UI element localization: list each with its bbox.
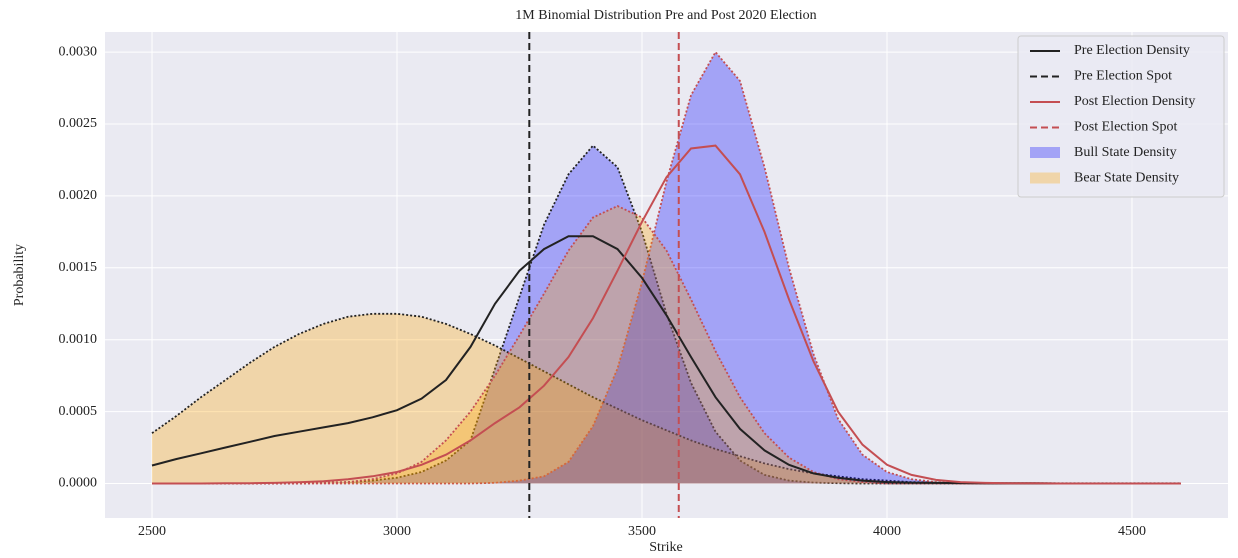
chart-title: 1M Binomial Distribution Pre and Post 20… <box>515 8 816 23</box>
y-tick-label: 0.0005 <box>59 404 98 419</box>
y-tick-label: 0.0025 <box>59 116 98 131</box>
x-tick-label: 4500 <box>1118 524 1146 539</box>
legend-label: Post Election Spot <box>1074 120 1178 135</box>
legend-label: Post Election Density <box>1074 94 1195 109</box>
y-tick-label: 0.0015 <box>59 260 98 275</box>
area-fill <box>152 52 1181 484</box>
y-tick-label: 0.0030 <box>59 44 98 59</box>
legend-swatch <box>1030 172 1060 184</box>
x-axis-label: Strike <box>649 540 682 555</box>
x-tick-label: 4000 <box>873 524 901 539</box>
y-tick-label: 0.0020 <box>59 188 98 203</box>
y-axis-label: Probability <box>12 244 27 306</box>
legend-label: Bear State Density <box>1074 171 1179 186</box>
legend-swatch <box>1030 147 1060 158</box>
density-line <box>152 144 1181 485</box>
legend-label: Bull State Density <box>1074 145 1177 160</box>
x-tick-label: 2500 <box>138 524 166 539</box>
y-tick-label: 0.0010 <box>59 332 98 347</box>
x-tick-label: 3000 <box>383 524 411 539</box>
area-edge <box>151 312 1181 485</box>
legend-label: Pre Election Spot <box>1074 69 1172 84</box>
area-fill <box>152 206 1181 484</box>
legend-label: Pre Election Density <box>1074 43 1190 58</box>
x-tick-label: 3500 <box>628 524 656 539</box>
y-tick-label: 0.0000 <box>59 476 98 491</box>
area-edge <box>152 50 1181 485</box>
area-fill <box>152 313 1181 484</box>
legend-box <box>1017 35 1225 198</box>
